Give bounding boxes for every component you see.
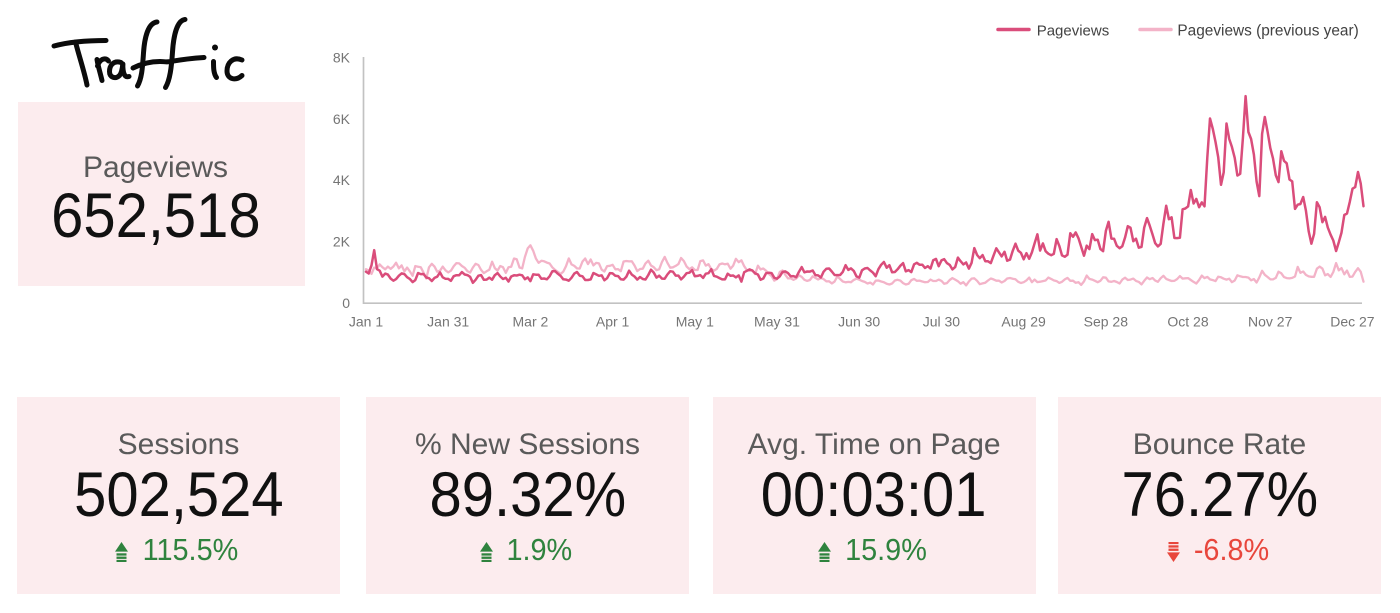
svg-text:Apr 1: Apr 1: [596, 313, 630, 329]
svg-text:Jan 31: Jan 31: [427, 313, 469, 329]
svg-text:Oct 28: Oct 28: [1167, 313, 1208, 329]
svg-text:Sep 28: Sep 28: [1084, 313, 1129, 329]
svg-text:Jan 1: Jan 1: [349, 313, 383, 329]
svg-text:0: 0: [342, 295, 350, 311]
svg-text:Mar 2: Mar 2: [513, 313, 549, 329]
svg-text:2K: 2K: [333, 234, 351, 250]
svg-text:Pageviews (previous year): Pageviews (previous year): [1177, 22, 1358, 39]
svg-text:May 31: May 31: [754, 313, 800, 329]
svg-text:Jul 30: Jul 30: [923, 313, 961, 329]
svg-text:6K: 6K: [333, 111, 351, 127]
svg-text:Pageviews: Pageviews: [1037, 22, 1110, 39]
svg-text:4K: 4K: [333, 172, 351, 188]
svg-text:Aug 29: Aug 29: [1001, 313, 1046, 329]
svg-text:May 1: May 1: [676, 313, 714, 329]
svg-text:Nov 27: Nov 27: [1248, 313, 1293, 329]
svg-text:8K: 8K: [333, 50, 351, 66]
svg-text:Dec 27: Dec 27: [1330, 313, 1375, 329]
svg-text:Jun 30: Jun 30: [838, 313, 880, 329]
